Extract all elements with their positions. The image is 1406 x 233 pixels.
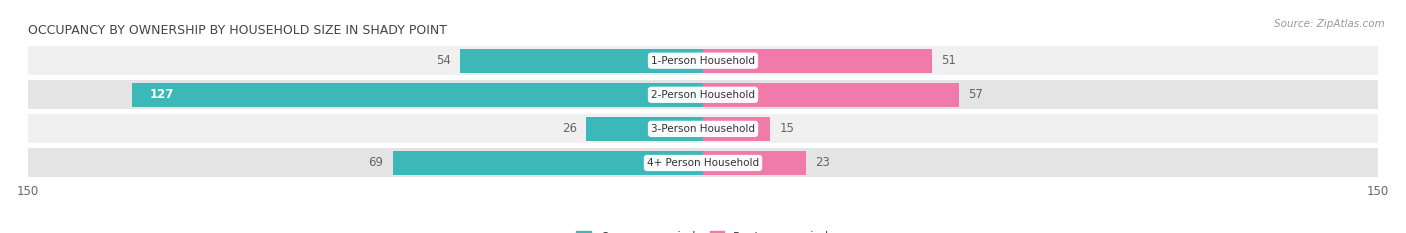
Text: 3-Person Household: 3-Person Household bbox=[651, 124, 755, 134]
Text: 4+ Person Household: 4+ Person Household bbox=[647, 158, 759, 168]
Bar bbox=[28, 46, 1378, 75]
Bar bbox=[28, 80, 1378, 109]
Text: 57: 57 bbox=[969, 88, 983, 101]
Bar bbox=[392, 151, 703, 175]
Text: 26: 26 bbox=[562, 122, 576, 135]
Bar bbox=[703, 49, 932, 73]
Text: 23: 23 bbox=[815, 157, 831, 169]
Bar bbox=[28, 148, 1378, 178]
Legend: Owner-occupied, Renter-occupied: Owner-occupied, Renter-occupied bbox=[572, 226, 834, 233]
Text: OCCUPANCY BY OWNERSHIP BY HOUSEHOLD SIZE IN SHADY POINT: OCCUPANCY BY OWNERSHIP BY HOUSEHOLD SIZE… bbox=[28, 24, 447, 37]
Bar bbox=[132, 83, 703, 107]
Bar bbox=[460, 49, 703, 73]
Text: 127: 127 bbox=[149, 88, 174, 101]
Text: 54: 54 bbox=[436, 54, 451, 67]
Bar bbox=[703, 117, 770, 141]
Text: 15: 15 bbox=[779, 122, 794, 135]
Text: 51: 51 bbox=[942, 54, 956, 67]
Bar bbox=[586, 117, 703, 141]
Bar bbox=[703, 83, 959, 107]
Text: Source: ZipAtlas.com: Source: ZipAtlas.com bbox=[1274, 19, 1385, 29]
Bar bbox=[28, 114, 1378, 143]
Text: 2-Person Household: 2-Person Household bbox=[651, 90, 755, 100]
Text: 1-Person Household: 1-Person Household bbox=[651, 56, 755, 66]
Text: 69: 69 bbox=[368, 157, 384, 169]
Bar bbox=[703, 151, 807, 175]
